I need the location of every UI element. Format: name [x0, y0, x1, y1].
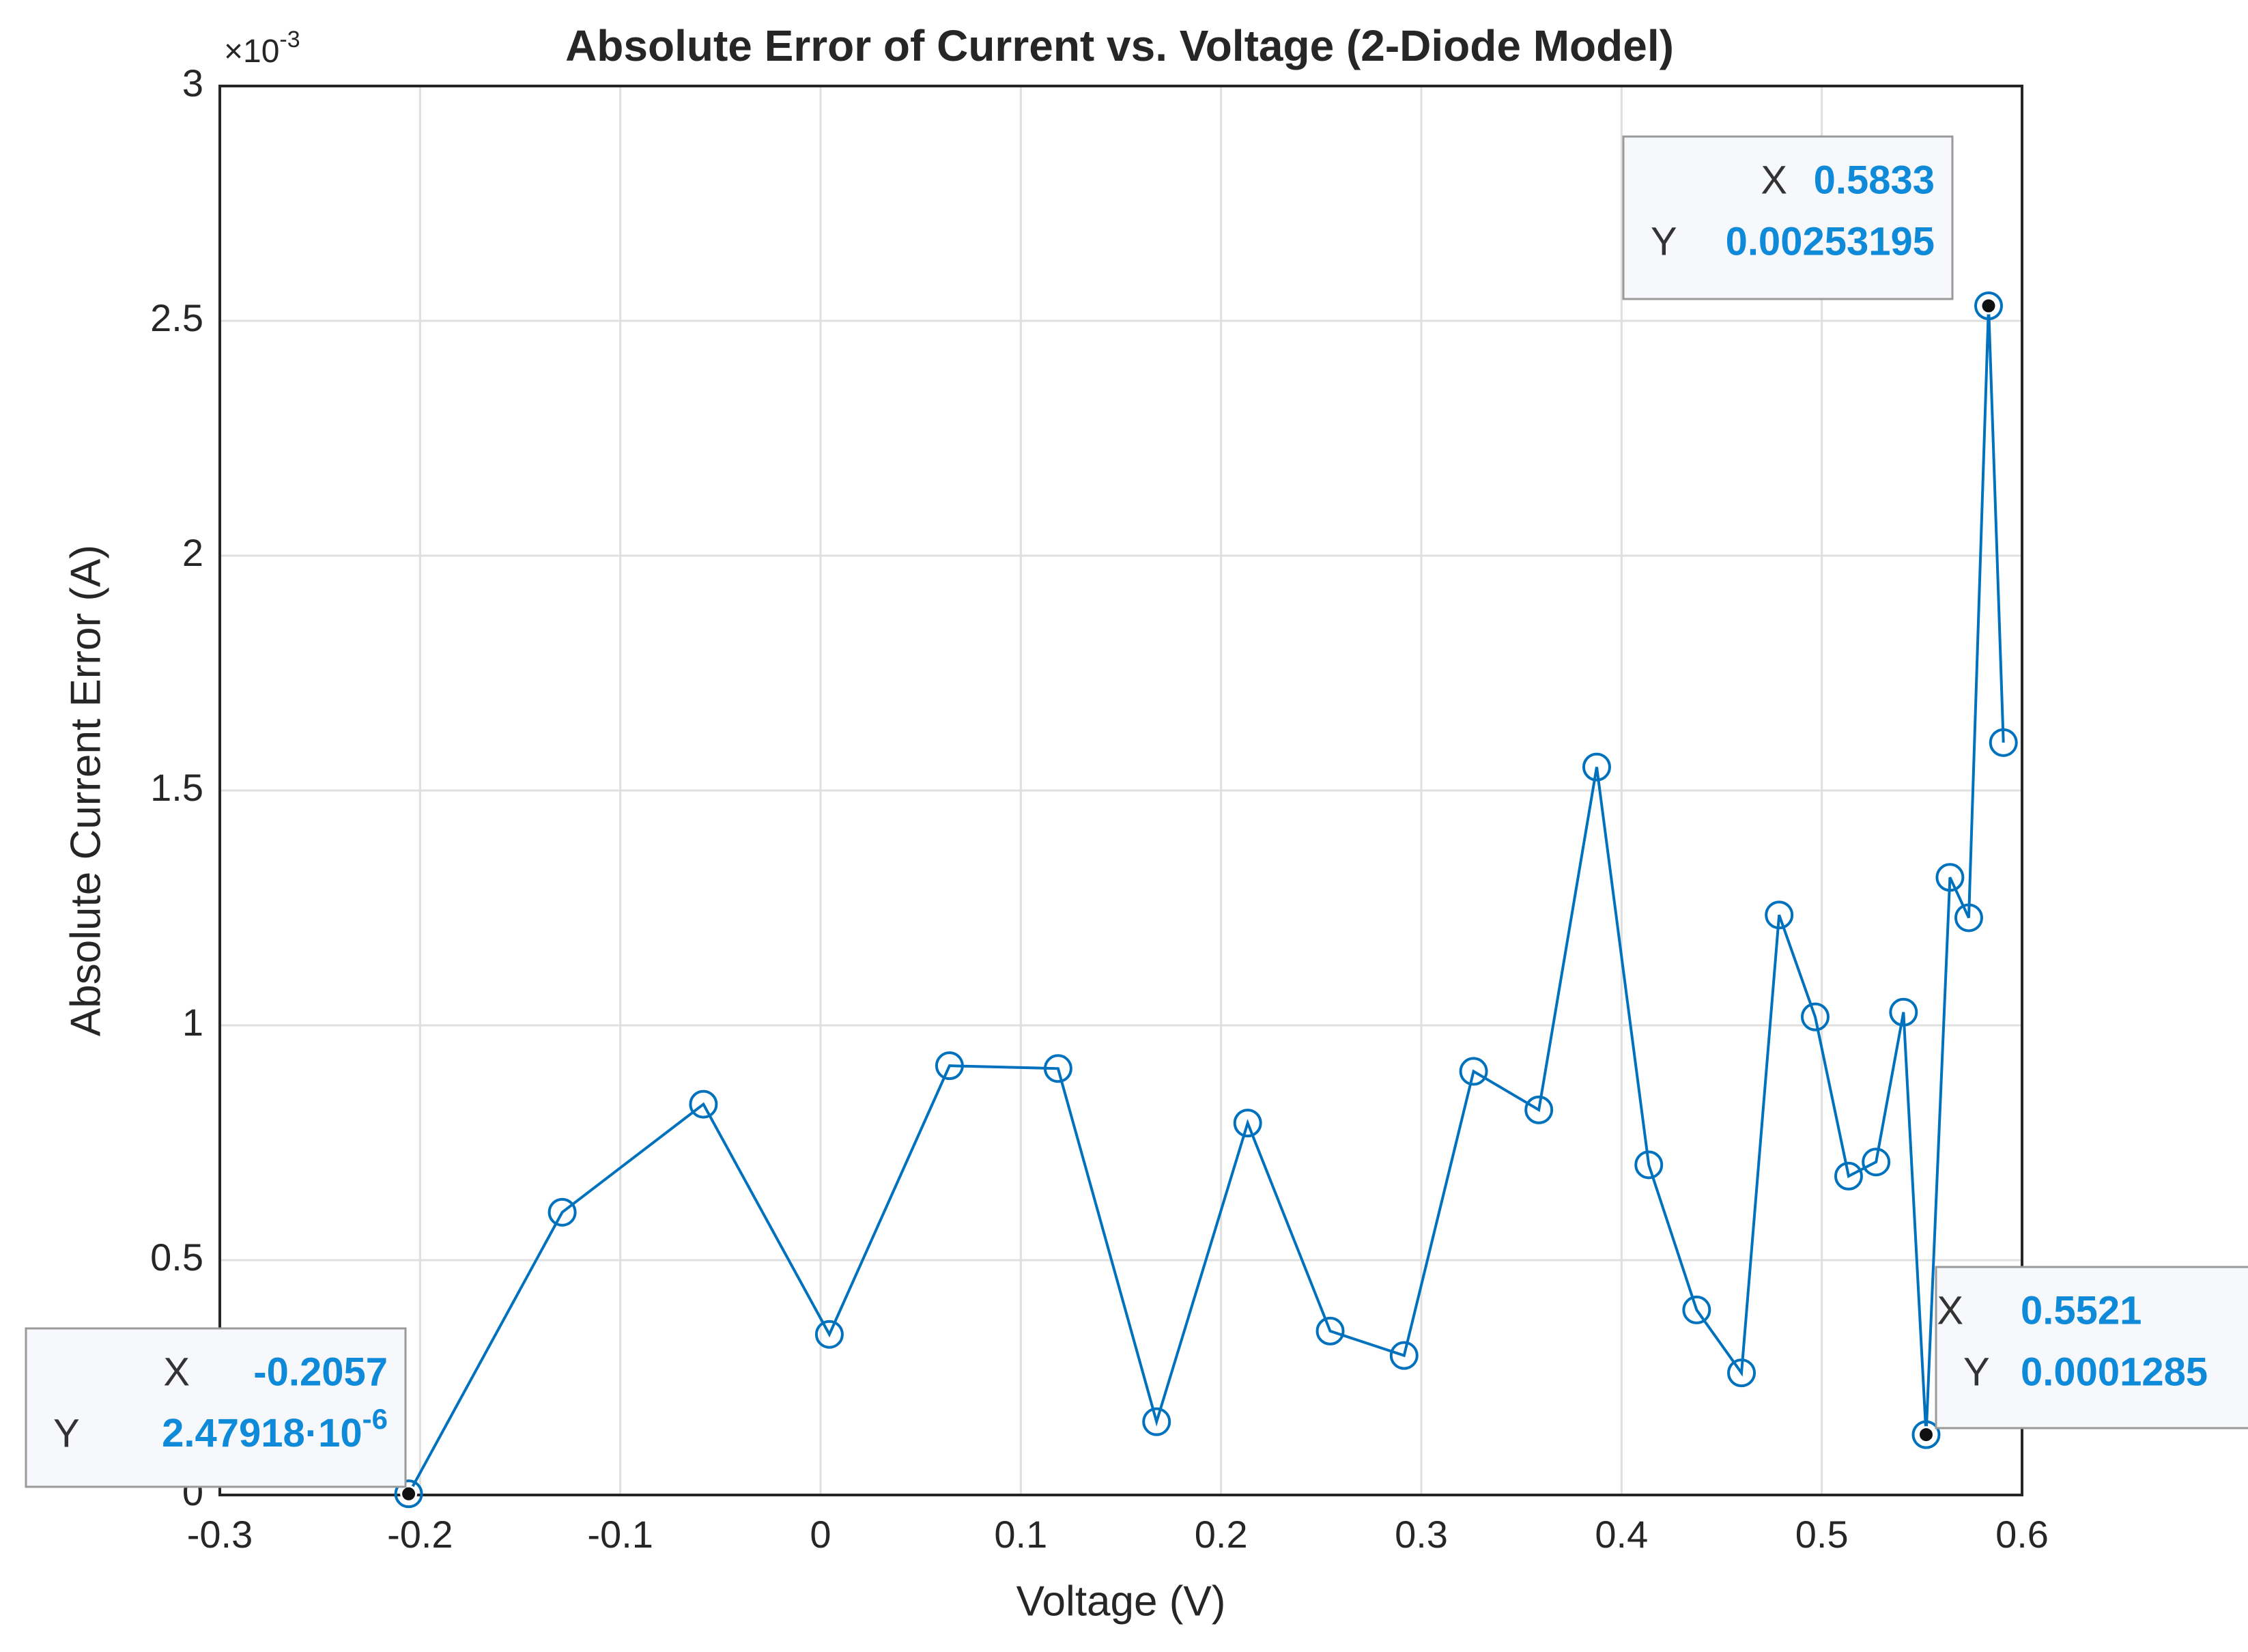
datatip-point: [400, 1485, 418, 1503]
data-point: [1043, 1054, 1072, 1083]
plot-frame: [218, 85, 2023, 1496]
datatip-x-value: 0.5521: [2021, 1288, 2142, 1333]
data-point: [1389, 1341, 1419, 1370]
y-tick-label: 1.5: [150, 766, 203, 809]
x-tick-label: 0.1: [994, 1513, 1047, 1556]
datatip-x-key: X: [1761, 158, 1787, 202]
data-point: [1142, 1407, 1171, 1436]
data-point: [689, 1090, 718, 1119]
data-line: [407, 305, 2005, 1495]
y-axis-label: Absolute Current Error (A): [62, 545, 109, 1036]
data-point: [1459, 1057, 1488, 1086]
datatip-y-value: 0.00253195: [1726, 219, 1935, 264]
data-point: [814, 1320, 844, 1349]
data-point: [1862, 1148, 1891, 1177]
x-tick-label: 0.3: [1395, 1513, 1448, 1556]
x-tick-label: -0.1: [587, 1513, 653, 1556]
datatip-box: [1935, 1266, 2248, 1429]
data-point: [1834, 1161, 1863, 1191]
data-point: [1682, 1295, 1711, 1324]
x-tick-label: 0.2: [1195, 1513, 1248, 1556]
y-multiplier: ×10-3: [224, 27, 300, 70]
datatip: X -0.2057 Y 2.47918·10-6: [25, 1327, 407, 1488]
datatip-x-value: -0.2057: [253, 1350, 388, 1394]
datatip-y-key: Y: [1963, 1350, 1990, 1394]
datatip: X 0.5833 Y 0.00253195: [1622, 135, 1954, 300]
y-tick-label: 2: [182, 531, 203, 574]
y-tick-label: 1: [182, 1001, 203, 1044]
y-multiplier-base: ×10: [224, 33, 279, 70]
datatip-x-key: X: [163, 1350, 190, 1394]
x-tick-label: 0: [810, 1513, 831, 1556]
data-point: [394, 1479, 423, 1509]
data-point: [1974, 291, 2004, 321]
data-point: [1989, 728, 2018, 757]
datatip-x-key: X: [1937, 1288, 1963, 1333]
data-point: [1582, 752, 1611, 782]
datatip-x-value: 0.5833: [1814, 158, 1935, 202]
y-tick-label: 2.5: [150, 296, 203, 339]
chart-title: Absolute Error of Current vs. Voltage (2…: [565, 21, 1674, 70]
x-axis-label: Voltage (V): [1016, 1578, 1226, 1625]
datatip-point: [1980, 297, 1997, 315]
data-point: [1800, 1002, 1830, 1031]
datatip: X 0.5521 Y 0.0001285: [1935, 1266, 2248, 1429]
x-tick-label: -0.2: [387, 1513, 453, 1556]
data-point: [1233, 1109, 1262, 1138]
data-point: [1634, 1150, 1664, 1180]
data-point: [1727, 1358, 1756, 1388]
data-point: [1935, 863, 1965, 892]
datatip-y-value: 0.0001285: [2021, 1350, 2208, 1394]
datatip-y-exponent: -6: [362, 1403, 388, 1435]
data-point: [1889, 997, 1918, 1027]
datatip-box: [1622, 135, 1954, 300]
data-point: [547, 1197, 577, 1227]
x-tick-label: -0.3: [187, 1513, 253, 1556]
datatip-y-key: Y: [1651, 219, 1677, 264]
data-point: [1524, 1095, 1554, 1124]
y-multiplier-exponent: -3: [279, 27, 300, 53]
datatip-box: [25, 1327, 407, 1488]
x-tick-label: 0.6: [1995, 1513, 2049, 1556]
data-point: [1315, 1316, 1345, 1345]
data-point: [1911, 1420, 1941, 1449]
data-point: [1765, 900, 1794, 930]
x-tick-label: 0.4: [1595, 1513, 1648, 1556]
datatip-y-mantissa: 2.47918·10: [162, 1411, 362, 1455]
data-point: [1954, 903, 1983, 932]
y-tick-label: 3: [182, 61, 203, 104]
datatip-point: [1917, 1426, 1935, 1444]
x-tick-label: 0.5: [1795, 1513, 1849, 1556]
y-tick-label: 0.5: [150, 1236, 203, 1279]
datatip-y-value: 2.47918·10-6: [162, 1403, 388, 1455]
data-point: [935, 1051, 964, 1081]
datatip-y-key: Y: [53, 1411, 80, 1455]
